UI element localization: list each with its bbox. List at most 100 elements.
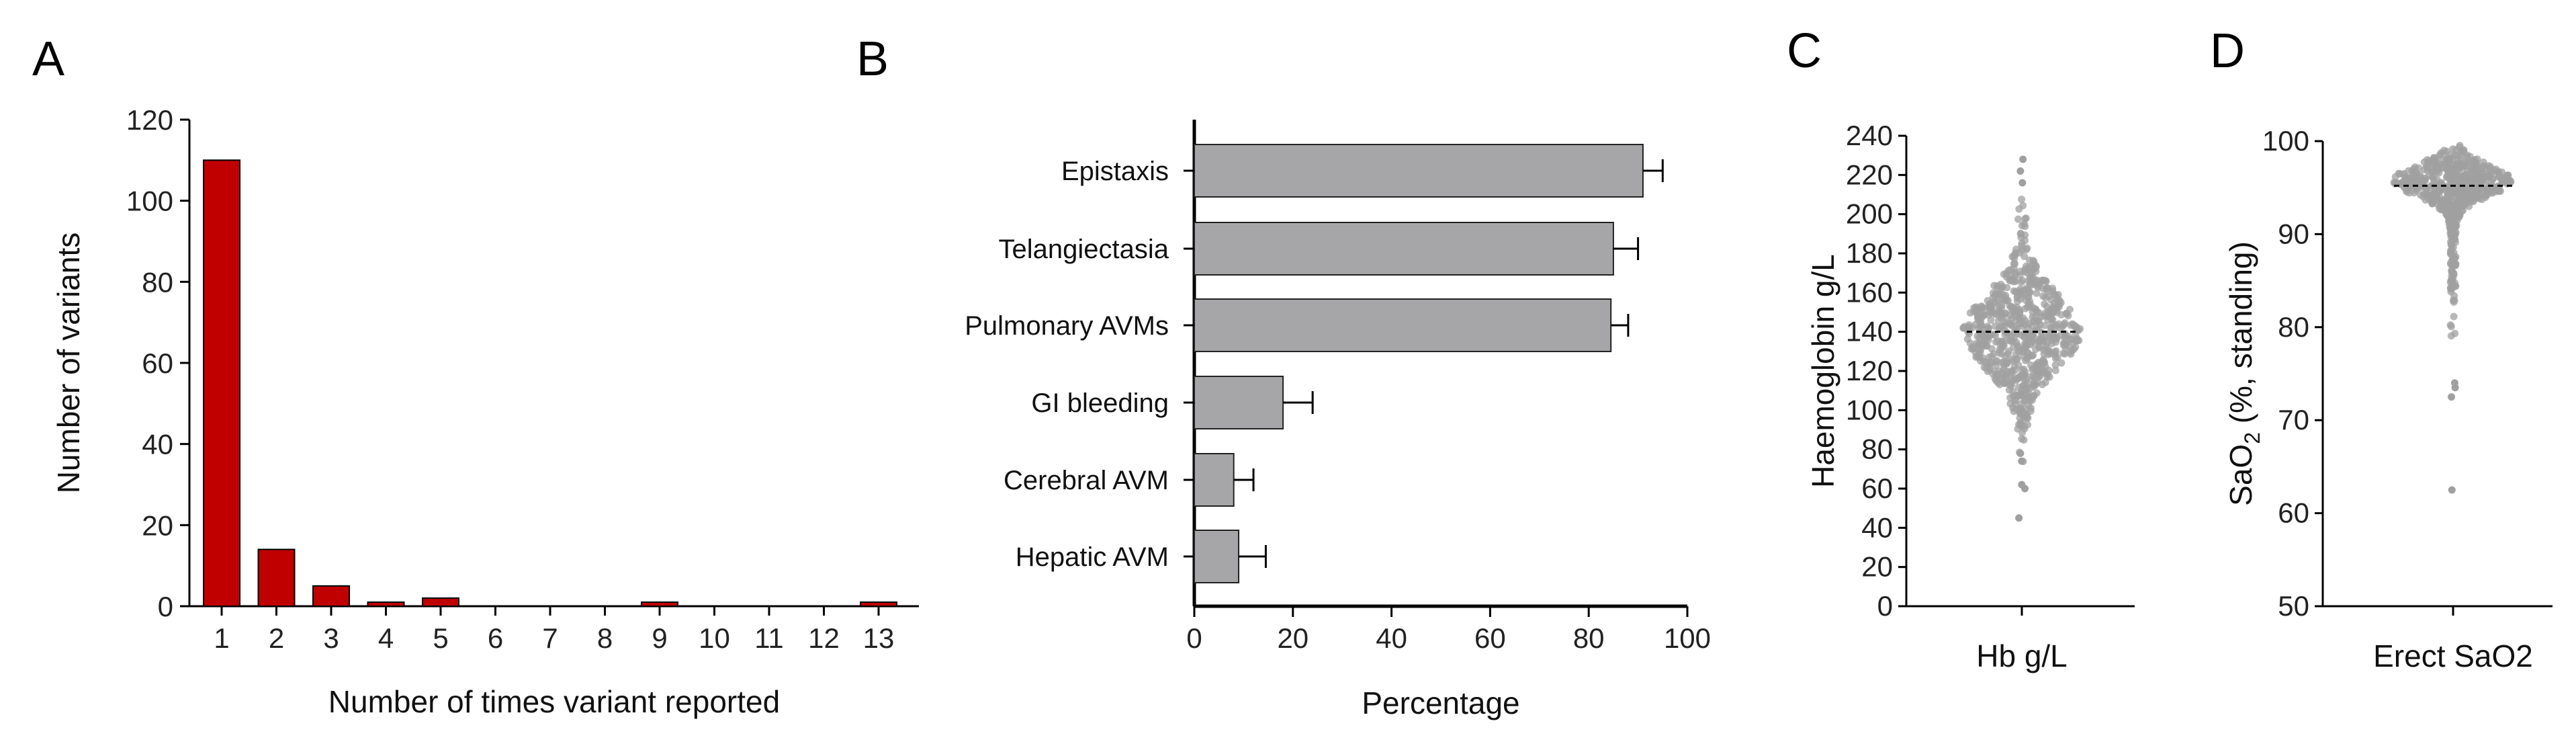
d-data-point — [2451, 279, 2459, 287]
a-x-tick-label: 8 — [597, 622, 613, 654]
c-data-point — [2031, 337, 2039, 345]
d-data-point — [2447, 249, 2455, 257]
c-data-point — [2020, 436, 2028, 444]
c-data-point — [2033, 378, 2041, 386]
c-data-point — [2027, 282, 2035, 290]
d-data-point — [2416, 171, 2424, 179]
b-category-label: Cerebral AVM — [1004, 466, 1169, 495]
c-data-point — [2051, 366, 2059, 374]
c-y-tick-label: 120 — [1846, 355, 1893, 386]
b-bar — [1194, 222, 1614, 276]
d-data-point — [2433, 175, 2441, 183]
d-data-point — [2451, 329, 2459, 337]
c-data-point — [1998, 374, 2006, 382]
chart-b: 0 20 40 60 80 100 Epistaxis Telangiectasia Pulmo… — [965, 120, 1711, 720]
c-data-point — [2020, 385, 2029, 393]
a-bar — [641, 601, 678, 608]
c-y-tick-label: 60 — [1861, 472, 1893, 504]
c-data-point — [2015, 514, 2023, 522]
d-data-point — [2418, 177, 2426, 185]
c-data-point — [2045, 373, 2053, 381]
c-data-point — [1991, 292, 1999, 300]
panel-letter-b: B — [856, 32, 889, 86]
c-data-point — [2076, 325, 2084, 333]
c-data-point — [1989, 370, 1997, 378]
b-x-tick-label: 40 — [1376, 622, 1407, 654]
d-data-point — [2477, 169, 2485, 177]
c-data-point — [2051, 348, 2059, 356]
c-data-point — [1996, 308, 2004, 316]
a-y-axis-label: Number of variants — [51, 233, 86, 494]
a-y-tick-label: 100 — [126, 185, 173, 217]
c-data-point — [2018, 457, 2026, 465]
a-bar — [257, 548, 296, 607]
a-bar — [422, 597, 459, 608]
c-data-point — [1974, 313, 1982, 321]
c-data-point — [2041, 363, 2049, 371]
c-y-tick-label: 40 — [1861, 511, 1893, 543]
c-data-point — [2009, 343, 2017, 351]
c-data-point — [2009, 404, 2017, 412]
c-data-point — [1987, 308, 1995, 317]
b-bar — [1194, 530, 1240, 583]
c-data-point — [2016, 167, 2025, 175]
c-data-point — [2041, 378, 2049, 386]
chart-d: 50 60 70 80 90 100 Erect SaO2 SaO2 (%, standing… — [2223, 125, 2552, 673]
c-data-point — [2037, 278, 2045, 286]
chart-c: 0 20 40 60 80 100 120 140 160 180 200 220 240 Hb g/L H… — [1806, 120, 2135, 673]
c-data-point — [1986, 302, 1994, 310]
d-data-point — [2446, 217, 2454, 225]
c-data-point — [2016, 285, 2024, 293]
c-data-point — [2015, 205, 2023, 213]
c-data-point — [2035, 325, 2043, 333]
d-data-point — [2409, 177, 2417, 185]
a-y-tick-label: 60 — [142, 347, 173, 379]
d-data-point — [2448, 486, 2456, 494]
b-category-label: Pulmonary AVMs — [965, 311, 1169, 341]
b-bar — [1194, 298, 1612, 352]
b-category-label: Epistaxis — [1061, 157, 1169, 186]
c-data-point — [1975, 325, 1983, 333]
panel-letter-a: A — [32, 32, 64, 86]
d-category-label: Erect SaO2 — [2373, 638, 2533, 673]
d-data-point — [2464, 196, 2472, 204]
a-x-tick-label: 3 — [323, 622, 339, 654]
c-data-point — [2061, 343, 2070, 351]
d-data-point — [2458, 180, 2466, 188]
d-y-tick-label: 70 — [2278, 404, 2309, 436]
c-data-point — [2008, 368, 2016, 376]
c-data-point — [2041, 321, 2049, 329]
c-data-point — [2011, 260, 2019, 268]
c-data-point — [2009, 357, 2017, 365]
c-data-point — [2012, 374, 2020, 382]
c-data-point — [1987, 359, 1995, 367]
c-data-point — [2023, 414, 2031, 422]
b-x-tick-label: 0 — [1186, 622, 1202, 654]
c-data-point — [2061, 349, 2069, 358]
c-data-point — [2051, 361, 2059, 369]
c-data-point — [2051, 291, 2059, 299]
c-data-point — [2016, 229, 2025, 237]
d-data-point — [2460, 201, 2468, 209]
a-y-tick-label: 80 — [142, 266, 173, 298]
c-data-point — [2043, 302, 2051, 310]
c-data-point — [1990, 350, 1998, 358]
c-data-point — [2063, 310, 2071, 318]
panel-letter-c: C — [1787, 24, 1822, 78]
b-x-tick-label: 100 — [1664, 622, 1711, 654]
d-data-point — [2467, 177, 2475, 185]
c-data-point — [2057, 359, 2066, 367]
d-data-point — [2430, 190, 2438, 198]
c-data-point — [2061, 332, 2070, 340]
d-data-point — [2391, 179, 2399, 187]
c-data-point — [2025, 263, 2033, 271]
d-data-point — [2428, 199, 2436, 207]
c-y-tick-label: 0 — [1877, 590, 1893, 622]
d-data-point — [2415, 164, 2423, 172]
d-data-point — [2478, 196, 2486, 204]
d-data-point — [2446, 158, 2454, 166]
d-data-point — [2420, 190, 2428, 198]
c-data-point — [1993, 282, 2001, 290]
c-data-point — [2033, 289, 2041, 297]
